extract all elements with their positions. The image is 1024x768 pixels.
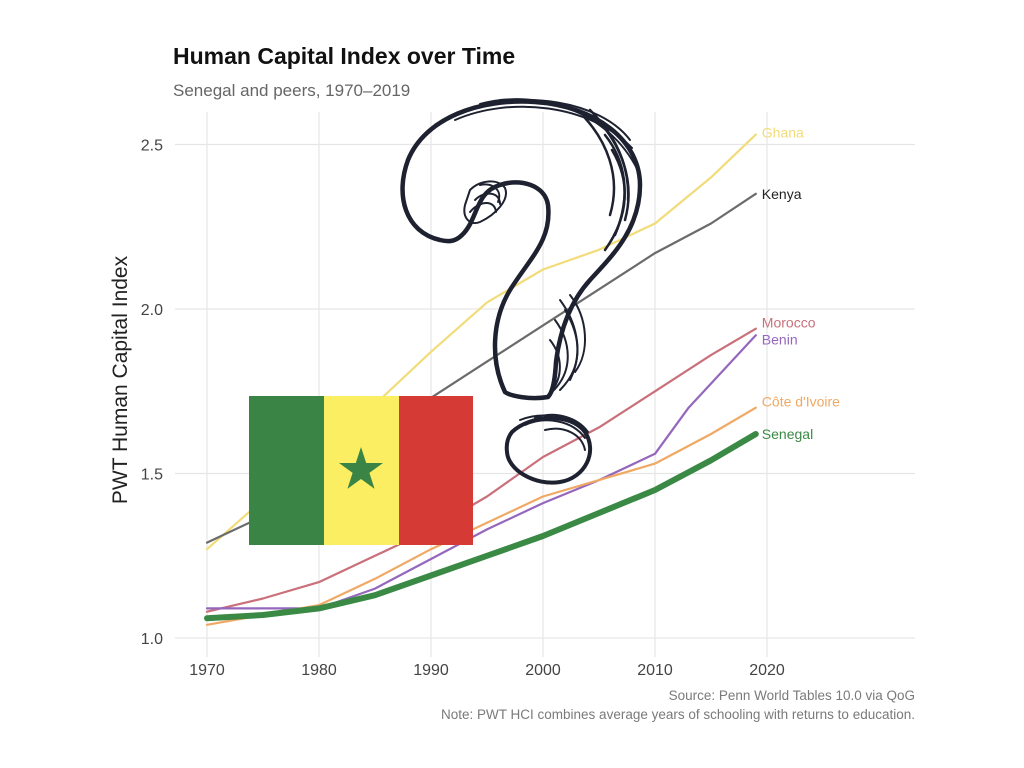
x-tick-label: 2000	[525, 662, 561, 679]
y-tick-label: 2.0	[141, 302, 163, 319]
grid-layer: 1970 1980 1990 2000 2010 2020 1.0 1.5 2.0 2.5	[141, 112, 915, 679]
series-line-morocco	[205, 327, 757, 613]
y-axis-title: PWT Human Capital Index	[109, 255, 132, 504]
series-layer	[204, 133, 759, 626]
series-label-senegal: Senegal	[762, 426, 813, 442]
y-tick-label: 1.5	[141, 467, 163, 484]
chart-subtitle: Senegal and peers, 1970–2019	[173, 81, 410, 100]
star-icon	[339, 447, 383, 489]
y-tick-label: 2.5	[141, 138, 163, 155]
senegal-flag	[249, 396, 473, 545]
chart-title: Human Capital Index over Time	[173, 43, 515, 69]
question-mark-scribble-icon	[400, 98, 643, 485]
series-label-c-te-d-ivoire: Côte d'Ivoire	[762, 394, 840, 410]
series-line-senegal	[204, 431, 759, 622]
x-tick-label: 1980	[301, 662, 337, 679]
caption-source: Source: Penn World Tables 10.0 via QoG	[669, 688, 915, 703]
flag-stripe-green	[249, 396, 324, 545]
series-label-benin: Benin	[762, 331, 798, 347]
series-label-ghana: Ghana	[762, 125, 804, 141]
x-tick-label: 2010	[637, 662, 673, 679]
flag-stripe-red	[399, 396, 473, 545]
x-tick-label: 1990	[413, 662, 449, 679]
x-tick-label: 1970	[189, 662, 225, 679]
series-label-kenya: Kenya	[762, 186, 802, 202]
y-tick-label: 1.0	[141, 631, 163, 648]
caption-note: Note: PWT HCI combines average years of …	[441, 707, 915, 722]
x-tick-label: 2020	[749, 662, 785, 679]
series-label-morocco: Morocco	[762, 315, 816, 331]
